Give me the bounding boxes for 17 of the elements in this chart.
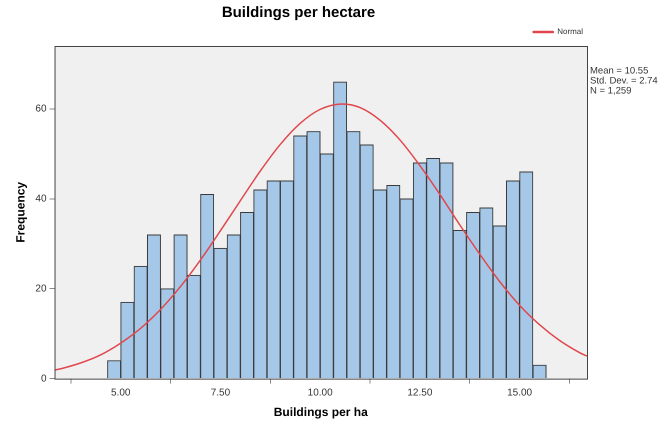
- legend-label: Normal: [557, 27, 584, 36]
- text: Std. Dev. = 2.74: [590, 75, 658, 86]
- y-tick-label: 40: [35, 194, 47, 205]
- y-tick-label: 60: [35, 104, 47, 115]
- text: N = 1,259: [590, 85, 632, 96]
- chart-title: Buildings per hectare: [222, 4, 376, 22]
- x-tick-label: 12.50: [407, 387, 433, 398]
- x-tick-label: 7.50: [210, 387, 231, 398]
- text: Mean = 10.55: [590, 65, 648, 76]
- x-axis-title: Buildings per ha: [274, 405, 368, 420]
- y-axis-title: Frequency: [14, 182, 28, 243]
- x-tick-label: 5.00: [111, 387, 131, 398]
- x-tick-label: 10.00: [308, 387, 334, 398]
- x-tick-label: 15.00: [507, 387, 533, 398]
- y-tick-label: 20: [35, 283, 47, 294]
- line-series: [54, 103, 587, 371]
- y-tick-label: 0: [40, 373, 47, 384]
